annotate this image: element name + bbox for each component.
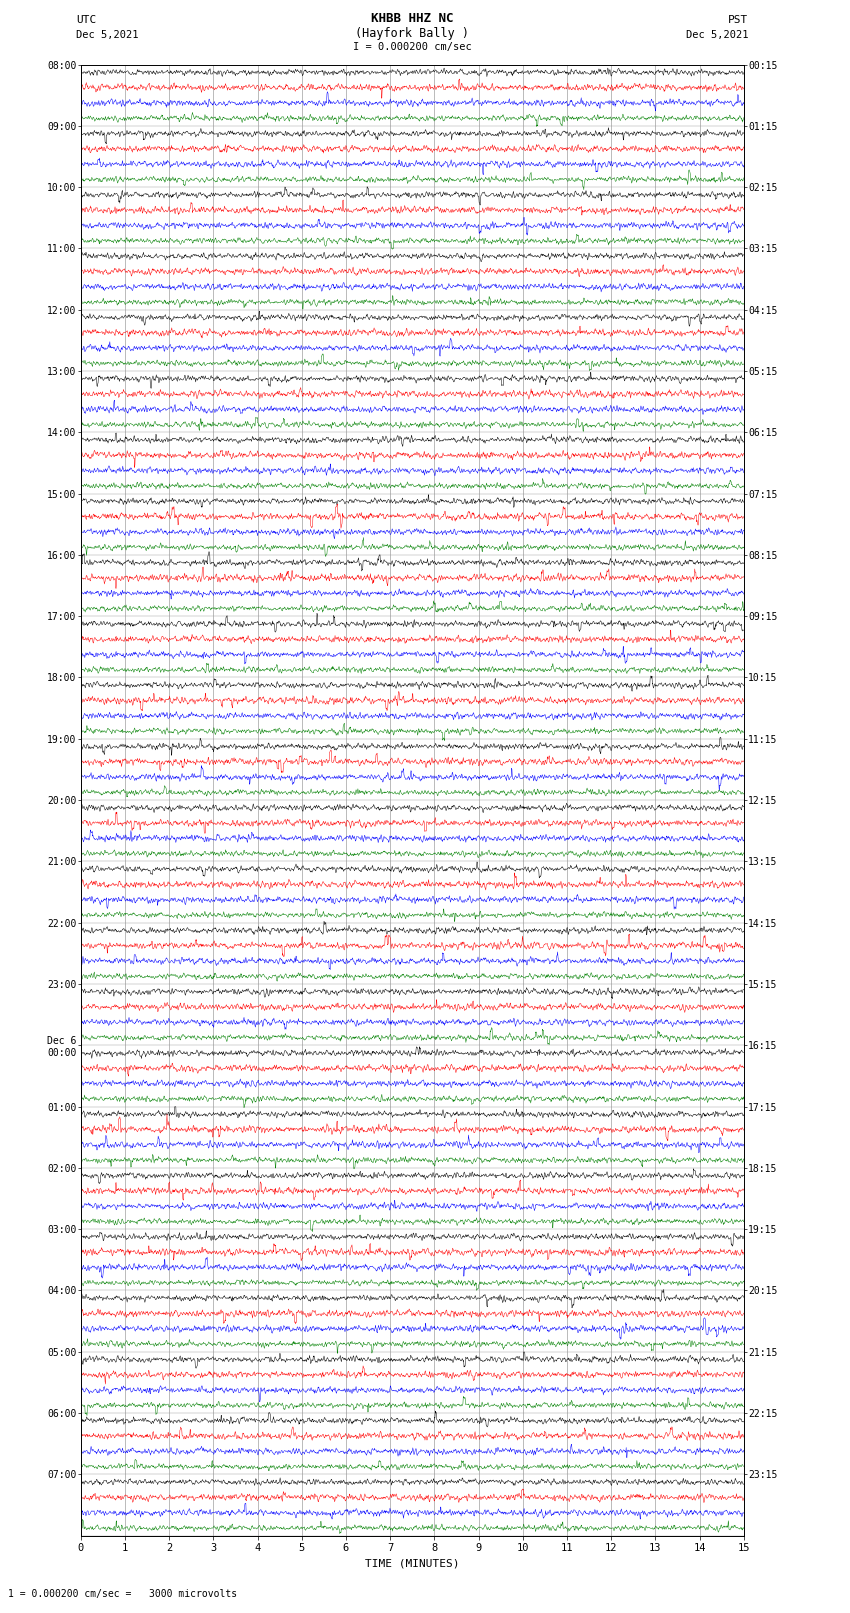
Text: (Hayfork Bally ): (Hayfork Bally ) — [355, 26, 469, 39]
X-axis label: TIME (MINUTES): TIME (MINUTES) — [365, 1558, 460, 1568]
Text: Dec 5,2021: Dec 5,2021 — [685, 29, 748, 39]
Text: 1 = 0.000200 cm/sec =   3000 microvolts: 1 = 0.000200 cm/sec = 3000 microvolts — [8, 1589, 238, 1598]
Text: KHBB HHZ NC: KHBB HHZ NC — [371, 11, 454, 24]
Text: I = 0.000200 cm/sec: I = 0.000200 cm/sec — [353, 42, 472, 52]
Text: UTC: UTC — [76, 15, 97, 24]
Text: Dec 5,2021: Dec 5,2021 — [76, 29, 139, 39]
Text: PST: PST — [728, 15, 748, 24]
